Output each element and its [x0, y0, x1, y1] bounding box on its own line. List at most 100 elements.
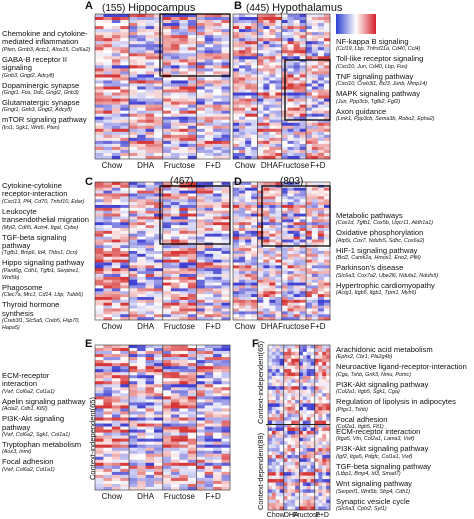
- heat-cell: [323, 245, 331, 249]
- heat-cell: [263, 116, 270, 121]
- heat-cell: [170, 83, 180, 87]
- heat-cell: [128, 71, 138, 75]
- heat-cell: [291, 437, 296, 442]
- heat-cell: [299, 128, 307, 133]
- heat-cell: [305, 53, 313, 57]
- heat-cell: [299, 248, 307, 252]
- heat-cell: [305, 44, 313, 48]
- heat-cell: [275, 305, 282, 309]
- heat-cell: [318, 482, 323, 487]
- heat-cell: [291, 430, 296, 435]
- heat-cell: [293, 80, 300, 84]
- heat-cell: [257, 155, 264, 160]
- heat-cell: [295, 427, 300, 432]
- heat-cell: [95, 432, 104, 436]
- heat-cell: [239, 294, 246, 298]
- heat-cell: [299, 410, 304, 415]
- heat-cell: [187, 155, 197, 160]
- heat-cell: [275, 396, 280, 401]
- heat-cell: [281, 216, 288, 220]
- heat-cell: [204, 50, 214, 54]
- heat-cell: [187, 44, 197, 48]
- heat-cell: [170, 262, 180, 266]
- heat-cell: [128, 265, 138, 269]
- heat-cell: [204, 471, 214, 476]
- heat-cell: [279, 468, 284, 473]
- heat-cell: [213, 456, 222, 461]
- group-divider: [128, 182, 130, 320]
- heat-cell: [179, 122, 189, 127]
- heat-cell: [162, 268, 172, 272]
- heat-cell: [268, 420, 273, 425]
- pathway-genes: (Vwf, Col6a2, Col1a1): [2, 466, 55, 473]
- region-title: Hippocampus: [128, 2, 196, 14]
- heat-cell: [103, 140, 113, 145]
- heat-cell: [306, 389, 311, 394]
- heat-cell: [257, 32, 264, 36]
- heat-cell: [196, 230, 205, 235]
- heat-cell: [103, 357, 113, 361]
- heat-cell: [103, 86, 113, 90]
- heat-cell: [154, 435, 163, 439]
- heat-cell: [326, 455, 331, 459]
- heat-cell: [196, 444, 205, 449]
- heat-cell: [263, 225, 270, 229]
- heat-cell: [213, 116, 222, 121]
- heat-cell: [326, 393, 331, 397]
- heat-cell: [239, 187, 246, 191]
- heat-cell: [326, 365, 331, 370]
- heat-cell: [275, 113, 282, 118]
- heat-cell: [145, 146, 155, 151]
- heat-cell: [311, 302, 319, 306]
- heat-cell: [302, 458, 308, 463]
- heat-cell: [204, 95, 214, 99]
- heat-cell: [305, 282, 313, 286]
- heat-cell: [221, 471, 231, 476]
- heat-cell: [128, 77, 138, 81]
- heat-cell: [269, 236, 276, 240]
- heat-cell: [299, 496, 304, 500]
- heat-cell: [295, 503, 300, 507]
- heat-cell: [137, 366, 146, 370]
- heat-cell: [103, 390, 113, 394]
- heat-cell: [221, 196, 231, 200]
- heat-cell: [204, 384, 214, 388]
- heat-cell: [170, 369, 180, 373]
- heat-cell: [257, 86, 264, 90]
- heat-cell: [251, 110, 258, 114]
- heat-cell: [299, 68, 307, 72]
- heat-cell: [299, 26, 307, 30]
- heat-cell: [179, 393, 189, 397]
- heat-cell: [128, 125, 138, 130]
- heat-cell: [179, 399, 189, 403]
- heat-cell: [145, 426, 155, 430]
- heat-cell: [103, 184, 113, 189]
- heat-cell: [103, 291, 113, 295]
- heat-cell: [196, 59, 205, 63]
- heat-cell: [279, 386, 284, 390]
- heat-cell: [269, 62, 276, 66]
- heat-cell: [137, 375, 146, 379]
- heat-cell: [311, 20, 319, 24]
- heat-cell: [233, 190, 240, 194]
- heat-cell: [245, 225, 252, 229]
- heat-cell: [145, 245, 155, 249]
- heat-cell: [281, 213, 288, 217]
- heat-cell: [103, 116, 113, 121]
- heat-cell: [271, 461, 277, 466]
- heat-cell: [302, 455, 308, 459]
- heat-cell: [179, 187, 189, 191]
- heat-cell: [196, 32, 205, 36]
- heat-cell: [305, 152, 313, 157]
- heat-cell: [95, 35, 104, 39]
- pathway-name: Tryptophan metabolism: [2, 440, 82, 450]
- pathway-name: Leukocyte transendothelial migration: [2, 206, 89, 225]
- heat-cell: [162, 393, 172, 397]
- heat-cell: [128, 14, 138, 18]
- heat-cell: [196, 268, 205, 272]
- heat-cell: [145, 152, 155, 157]
- heat-cell: [196, 253, 205, 258]
- heat-cell: [145, 441, 155, 445]
- heat-cell: [204, 417, 214, 421]
- heat-cell: [293, 116, 300, 121]
